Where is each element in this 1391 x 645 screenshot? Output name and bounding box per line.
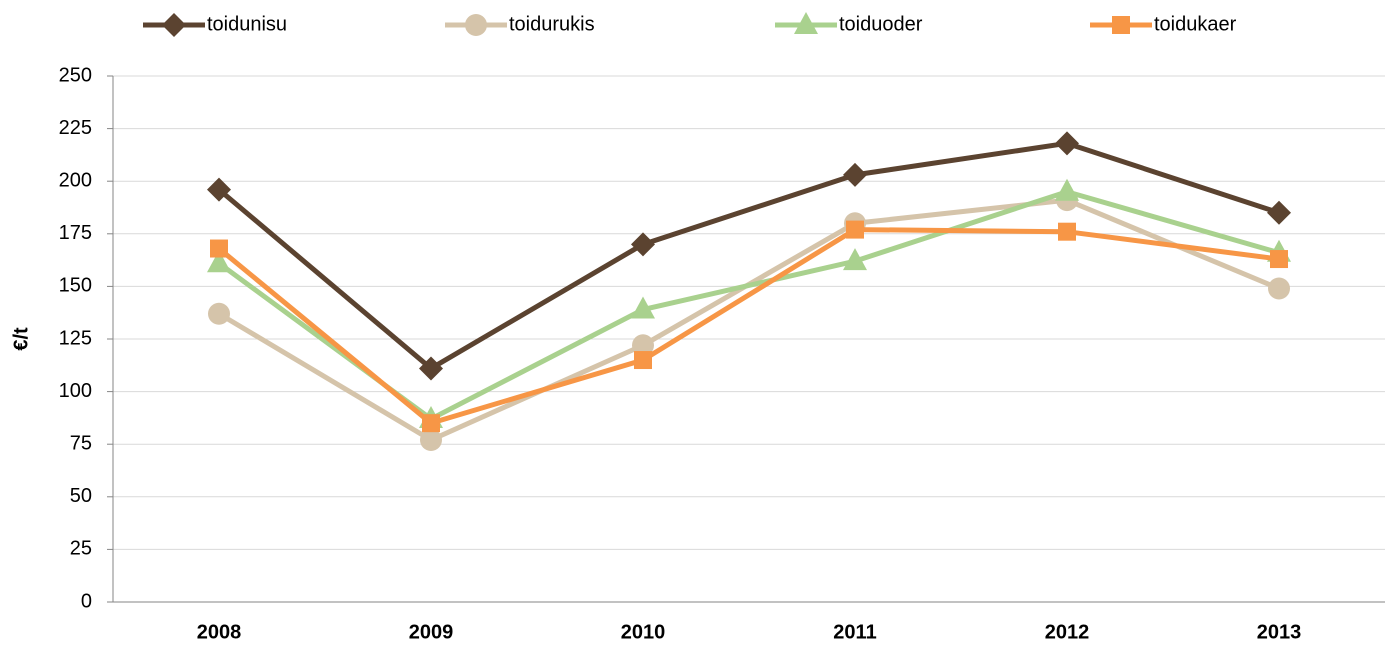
y-tick-label: 25 <box>70 538 92 560</box>
data-point <box>1055 131 1079 156</box>
data-point <box>632 334 654 357</box>
y-tick-label: 150 <box>59 275 92 297</box>
y-tick-label: 125 <box>59 327 92 349</box>
legend-label: toidurukis <box>509 13 595 35</box>
data-point <box>420 428 442 451</box>
series-line <box>217 140 1280 371</box>
data-point <box>208 302 230 325</box>
data-point <box>207 177 231 202</box>
x-tick-label: 2013 <box>1257 621 1302 643</box>
legend-marker <box>794 12 818 34</box>
series-line <box>217 189 1280 422</box>
data-point <box>843 162 867 187</box>
y-tick-label: 175 <box>59 222 92 244</box>
x-tick-label: 2008 <box>197 621 242 643</box>
x-tick-label: 2011 <box>833 621 876 643</box>
y-tick-label: 225 <box>59 117 92 139</box>
y-tick-label: 75 <box>70 432 92 454</box>
data-point <box>207 250 231 273</box>
legend-marker <box>465 14 487 36</box>
y-tick-label: 100 <box>59 380 92 402</box>
y-tick-label: 50 <box>70 485 92 507</box>
data-point <box>843 248 867 271</box>
legend-label: toiduoder <box>839 13 923 35</box>
data-point <box>1058 222 1076 241</box>
y-axis-label: €/t <box>10 327 32 351</box>
data-point <box>1268 277 1290 300</box>
data-point <box>634 351 652 370</box>
data-point <box>1270 250 1288 269</box>
data-point <box>1055 178 1079 201</box>
data-point <box>419 356 443 381</box>
data-point <box>846 220 864 239</box>
series-line <box>217 227 1280 426</box>
legend-label: toidunisu <box>207 13 287 35</box>
data-point <box>422 414 440 433</box>
legend-label: toidukaer <box>1154 13 1237 35</box>
y-tick-label: 0 <box>81 590 92 612</box>
data-point <box>631 296 655 319</box>
x-tick-label: 2009 <box>409 621 454 643</box>
y-tick-label: 250 <box>59 64 92 86</box>
x-tick-label: 2010 <box>621 621 666 643</box>
data-point <box>1267 200 1291 225</box>
y-tick-label: 200 <box>59 169 92 191</box>
data-point <box>210 239 228 258</box>
legend-marker <box>1112 16 1130 34</box>
x-tick-label: 2012 <box>1045 621 1090 643</box>
data-point <box>631 232 655 257</box>
legend-marker <box>162 13 186 37</box>
